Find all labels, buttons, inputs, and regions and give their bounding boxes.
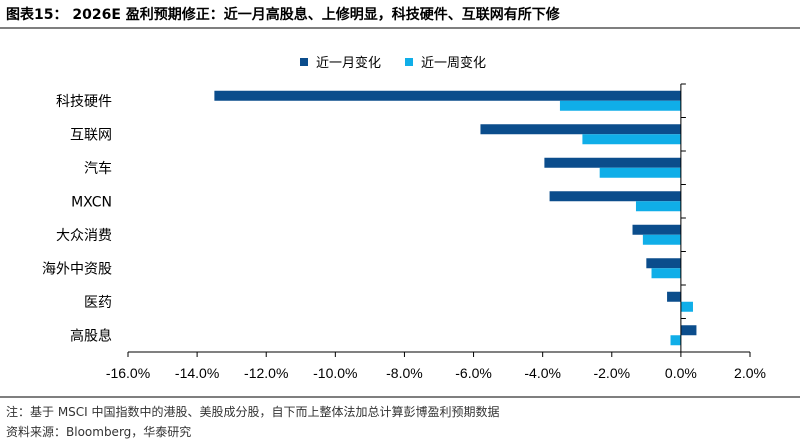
x-tick-label-6: -4.0% <box>524 365 561 381</box>
footnote-source: 资料来源：Bloomberg，华泰研究 <box>6 425 192 439</box>
category-label-2: 汽车 <box>84 160 112 177</box>
bar-month-2 <box>544 157 681 168</box>
x-tick-label-3: -10.0% <box>313 365 357 381</box>
chart-legend: 近一月变化 近一周变化 <box>300 52 510 71</box>
category-label-0: 科技硬件 <box>56 94 112 110</box>
footnote-note: 注：基于 MSCI 中国指数中的港股、美股成分股，自下而上整体法加总计算彭博盈利… <box>6 405 500 419</box>
bar-month-3 <box>549 191 681 202</box>
bar-month-4 <box>632 224 681 235</box>
bar-month-5 <box>646 258 681 269</box>
bar-week-3 <box>635 201 681 212</box>
legend-swatch-month <box>300 57 308 66</box>
category-label-6: 医药 <box>84 295 112 311</box>
page-title: 图表15： 2026E 盈利预期修正：近一月高股息、上修明显，科技硬件、互联网有… <box>6 7 560 23</box>
legend-label-month: 近一月变化 <box>316 56 382 71</box>
x-tick-label-1: -14.0% <box>175 365 219 381</box>
bar-month-7 <box>680 325 697 336</box>
x-tick-label-7: -2.0% <box>593 365 630 381</box>
category-label-7: 高股息 <box>70 327 112 344</box>
title-divider <box>0 27 800 29</box>
x-tick-label-4: -8.0% <box>386 365 423 381</box>
bar-week-6 <box>680 301 693 312</box>
bar-week-2 <box>599 167 681 178</box>
x-tick-label-2: -12.0% <box>244 365 288 381</box>
bar-week-0 <box>559 100 681 111</box>
x-tick-label-8: 0.0% <box>665 365 697 381</box>
x-tick-label-5: -6.0% <box>455 365 492 381</box>
category-label-1: 互联网 <box>70 127 112 143</box>
x-tick-label-0: -16.0% <box>106 365 150 381</box>
category-label-4: 大众消费 <box>56 228 112 244</box>
bar-month-0 <box>214 90 681 101</box>
x-tick-label-9: 2.0% <box>734 365 766 381</box>
legend-label-week: 近一周变化 <box>421 56 487 71</box>
category-label-5: 海外中资股 <box>42 261 112 277</box>
bar-week-1 <box>582 134 681 145</box>
bar-month-1 <box>480 124 681 135</box>
bar-month-6 <box>667 291 681 302</box>
legend-item-week: 近一周变化 <box>405 52 486 71</box>
category-label-3: MXCN <box>71 194 112 210</box>
bar-week-5 <box>651 268 681 279</box>
bar-week-4 <box>642 234 681 245</box>
legend-item-month: 近一月变化 <box>300 52 381 71</box>
footer-divider <box>0 396 800 398</box>
legend-swatch-week <box>405 57 414 66</box>
bar-week-7 <box>670 335 681 346</box>
